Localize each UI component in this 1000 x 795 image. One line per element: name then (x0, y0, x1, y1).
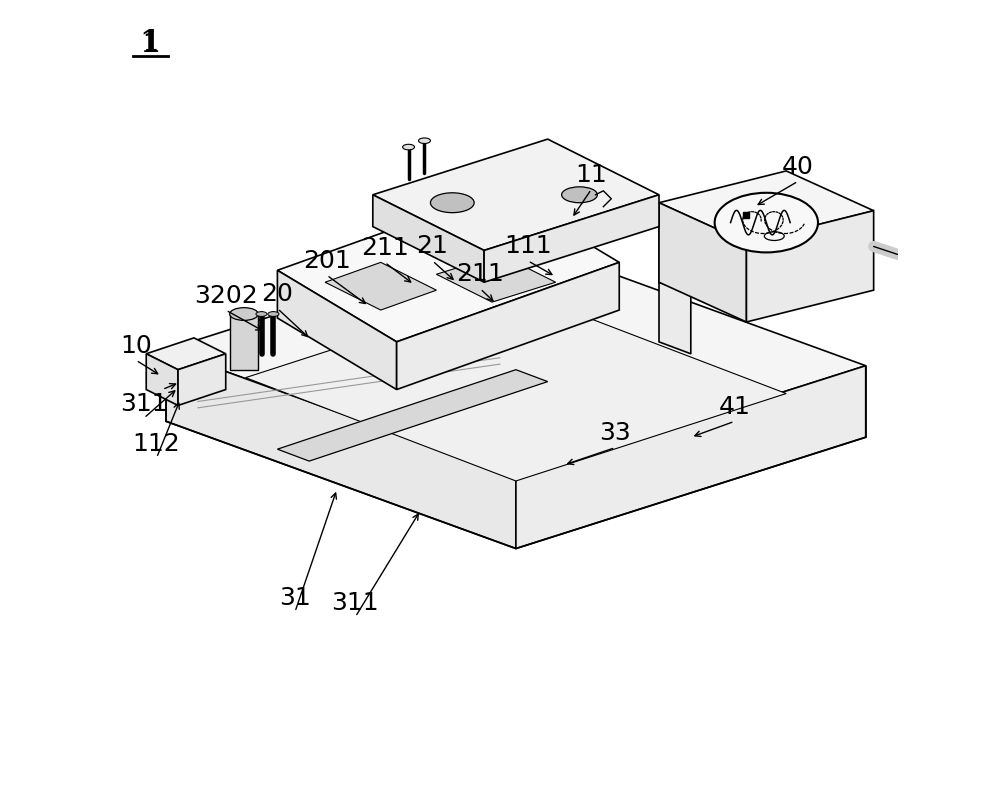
Text: 1: 1 (142, 32, 158, 56)
Polygon shape (277, 270, 397, 390)
Polygon shape (178, 354, 226, 405)
Ellipse shape (256, 312, 267, 316)
Polygon shape (746, 211, 874, 322)
Text: 111: 111 (504, 235, 552, 258)
Text: 41: 41 (719, 395, 750, 419)
Polygon shape (166, 238, 866, 477)
Polygon shape (484, 195, 659, 282)
Polygon shape (146, 354, 178, 405)
Polygon shape (166, 350, 516, 549)
Ellipse shape (403, 145, 415, 150)
Polygon shape (277, 191, 619, 342)
Polygon shape (230, 314, 258, 370)
Text: 21: 21 (416, 235, 448, 258)
Polygon shape (373, 195, 484, 282)
Ellipse shape (715, 193, 818, 253)
Text: 311: 311 (120, 392, 168, 416)
Polygon shape (659, 171, 874, 242)
Text: 211: 211 (361, 236, 409, 260)
Polygon shape (373, 139, 659, 250)
Polygon shape (246, 290, 786, 481)
Text: 201: 201 (303, 249, 351, 273)
Ellipse shape (430, 193, 474, 213)
Text: 20: 20 (261, 282, 293, 306)
Text: 3202: 3202 (194, 284, 258, 308)
Text: 10: 10 (120, 334, 152, 358)
Polygon shape (397, 262, 619, 390)
Ellipse shape (419, 138, 430, 144)
Ellipse shape (230, 308, 258, 320)
Polygon shape (436, 254, 556, 302)
Text: 33: 33 (599, 421, 631, 445)
Text: 211: 211 (456, 262, 504, 286)
Ellipse shape (562, 187, 597, 203)
Polygon shape (325, 262, 436, 310)
Polygon shape (146, 338, 226, 370)
Polygon shape (516, 366, 866, 549)
Text: 311: 311 (331, 591, 379, 615)
Text: 1: 1 (140, 29, 161, 59)
Text: 112: 112 (133, 432, 180, 456)
Polygon shape (277, 370, 548, 461)
Polygon shape (659, 203, 746, 322)
Text: 11: 11 (576, 163, 607, 187)
Ellipse shape (268, 312, 279, 316)
Polygon shape (659, 282, 691, 354)
Text: 40: 40 (782, 155, 814, 179)
Text: 31: 31 (279, 586, 311, 610)
